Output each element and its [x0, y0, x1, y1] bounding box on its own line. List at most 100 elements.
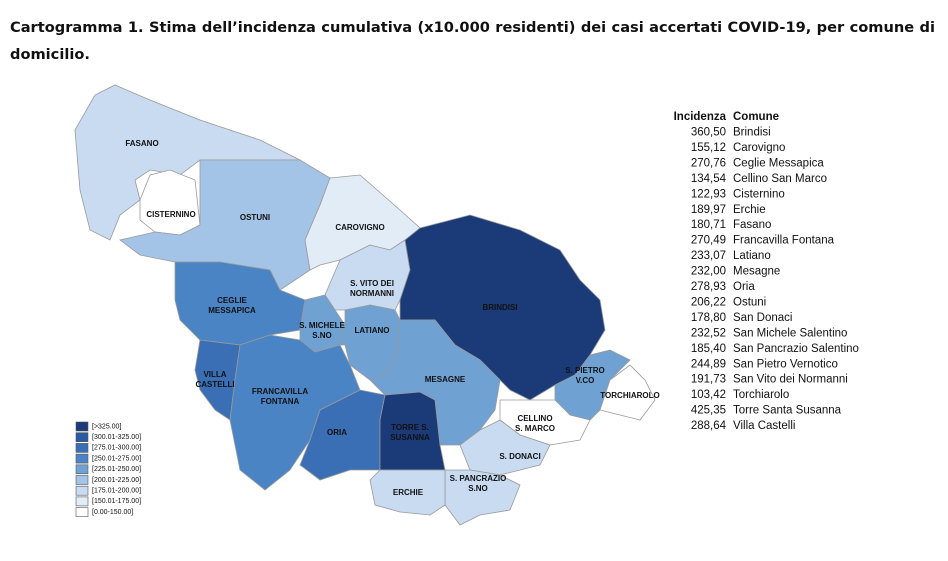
region-label: S. MARCO	[515, 424, 555, 433]
region-label: S.NO	[468, 484, 488, 493]
table-cell: Francavilla Fontana	[733, 235, 835, 247]
region-label: S. PANCRAZIO	[450, 474, 507, 483]
table-cell: 180,71	[691, 219, 726, 231]
table-cell: 278,93	[691, 281, 726, 293]
table-cell: Torre Santa Susanna	[733, 405, 842, 417]
region-label: S. PIETRO	[565, 366, 605, 375]
legend-label: [175.01-200.00]	[92, 488, 141, 495]
table-cell: 232,00	[691, 266, 726, 278]
region	[459, 419, 551, 476]
region-label: CEGLIE	[217, 296, 247, 305]
region-label: BRINDISI	[482, 303, 517, 312]
region-label: TORCHIAROLO	[600, 391, 659, 400]
region	[369, 469, 446, 516]
region-label: CELLINO	[517, 414, 552, 423]
table-cell: Cisternino	[733, 188, 785, 200]
table-cell: 360,50	[691, 127, 726, 139]
table-cell: Oria	[733, 281, 755, 293]
region-label: CISTERNINO	[146, 210, 195, 219]
region-label: CASTELLI	[195, 380, 234, 389]
legend-label: [150.01-175.00]	[92, 498, 141, 505]
region-label: CAROVIGNO	[335, 223, 384, 232]
table-cell: 185,40	[691, 343, 726, 355]
legend-label: [275.01-300.00]	[92, 445, 141, 452]
table-cell: Torchiarolo	[733, 389, 789, 401]
legend-swatch	[75, 496, 89, 507]
legend-label: [300.01-325.00]	[92, 434, 141, 441]
legend-label: [200.01-225.00]	[92, 477, 141, 484]
region-label: VILLA	[203, 370, 226, 379]
region-label: LATIANO	[355, 326, 390, 335]
region-label: S. MICHELE	[299, 321, 345, 330]
table-cell: Latiano	[733, 250, 771, 262]
legend-swatch	[75, 443, 89, 453]
legend-label: [225.01-250.00]	[92, 466, 141, 473]
table-cell: 244,89	[691, 358, 726, 370]
legend-label: [250.01-275.00]	[92, 455, 141, 462]
region	[299, 389, 386, 481]
legend-swatch	[75, 421, 89, 432]
table-cell: 425,35	[691, 405, 726, 417]
table-cell: San Pietro Vernotico	[733, 358, 838, 370]
region-label: V.CO	[576, 376, 595, 385]
region	[369, 319, 501, 446]
legend-swatch	[75, 432, 89, 443]
table-cell: 134,54	[691, 173, 727, 185]
table-header: Comune	[733, 111, 779, 123]
table-cell: San Vito dei Normanni	[733, 374, 848, 386]
table-cell: 189,97	[691, 204, 726, 216]
legend-label: [>325.00]	[92, 423, 121, 430]
region-label: MESSAPICA	[208, 306, 256, 315]
region	[139, 169, 201, 236]
table-cell: Mesagne	[733, 266, 780, 278]
region	[599, 364, 656, 421]
table-cell: Ostuni	[733, 296, 766, 308]
region-label: S. DONACI	[499, 452, 540, 461]
table-cell: 288,64	[691, 420, 727, 432]
table-cell: Carovigno	[733, 142, 785, 154]
table-cell: 103,42	[691, 389, 726, 401]
region	[174, 261, 306, 346]
region-label: TORRE S.	[391, 423, 429, 432]
title: Cartogramma 1. Stima dell’incidenza cumu…	[10, 19, 935, 63]
table-cell: San Pancrazio Salentino	[733, 343, 859, 355]
table-cell: Villa Castelli	[733, 420, 795, 432]
region-label: FRANCAVILLA	[252, 387, 309, 396]
table-cell: San Michele Salentino	[733, 327, 847, 339]
table-cell: 178,80	[691, 312, 726, 324]
table-cell: 191,73	[691, 374, 726, 386]
table-cell: 233,07	[691, 250, 726, 262]
region-label: ERCHIE	[393, 488, 424, 497]
region	[444, 469, 521, 526]
legend-swatch	[75, 464, 89, 475]
region-label: FASANO	[125, 139, 158, 148]
table-cell: 122,93	[691, 188, 726, 200]
table-cell: Cellino San Marco	[733, 173, 827, 185]
regions	[74, 84, 656, 526]
table-cell: 270,76	[691, 157, 726, 169]
region-label: ORIA	[327, 428, 347, 437]
table-cell: 206,22	[691, 296, 726, 308]
table-cell: 232,52	[691, 327, 726, 339]
legend-label: [0.00-150.00]	[92, 509, 133, 516]
legend-swatch	[75, 453, 89, 464]
region-label: FONTANA	[261, 397, 300, 406]
region-label: S.NO	[312, 331, 332, 340]
table-header: Incidenza	[674, 111, 727, 123]
legend-swatch	[75, 507, 89, 517]
region-label: MESAGNE	[425, 375, 466, 384]
region-label: S. VITO DEI	[350, 279, 394, 288]
table-cell: Fasano	[733, 219, 771, 231]
table-cell: 155,12	[691, 142, 726, 154]
legend-swatch	[75, 475, 89, 485]
table-cell: Erchie	[733, 204, 766, 216]
table-cell: Brindisi	[733, 127, 771, 139]
table-cell: 270,49	[691, 235, 726, 247]
table-cell: San Donaci	[733, 312, 792, 324]
table-cell: Ceglie Messapica	[733, 157, 824, 169]
region-label: OSTUNI	[240, 213, 270, 222]
legend-swatch	[75, 485, 89, 496]
region-label: SUSANNA	[390, 433, 430, 442]
